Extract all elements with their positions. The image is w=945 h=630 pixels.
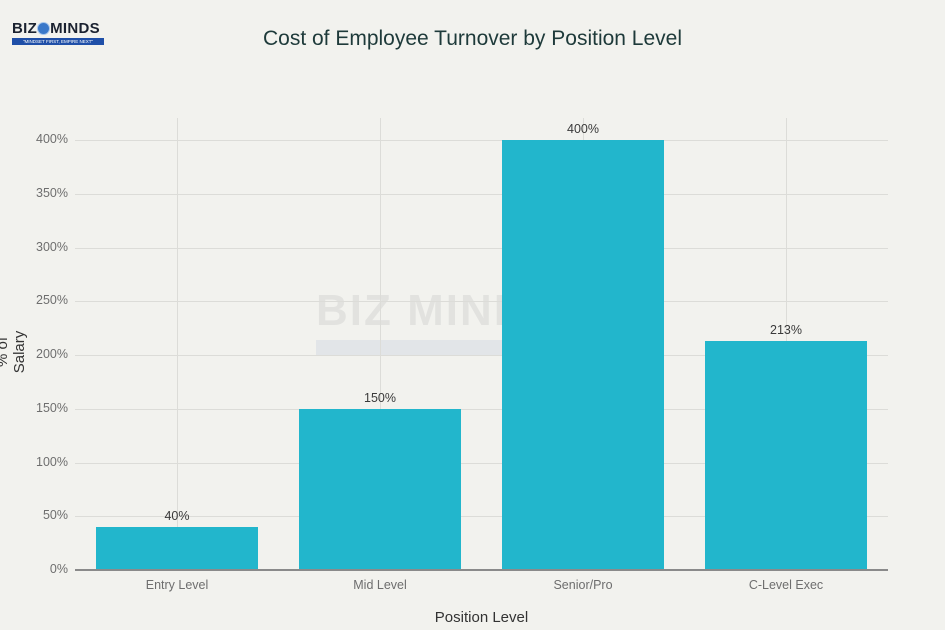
gridline-h bbox=[75, 516, 888, 518]
bar-value-label: 150% bbox=[364, 390, 396, 405]
gridline-h bbox=[75, 247, 888, 249]
y-tick-label: 0% bbox=[49, 562, 68, 576]
bar-entry-level bbox=[96, 527, 258, 570]
y-tick-label: 200% bbox=[36, 347, 68, 361]
x-tick-label: C-Level Exec bbox=[748, 578, 824, 592]
bizminds-logo: BIZ MINDS "MINDSET FIRST, EMPIRE NEXT" bbox=[12, 20, 104, 48]
gridline-h bbox=[75, 301, 888, 303]
gridline-h bbox=[75, 140, 888, 141]
y-tick-label: 300% bbox=[36, 239, 68, 254]
plot-area: 40% 150% 400% 213% bbox=[75, 118, 888, 571]
bar-value-label: 400% bbox=[567, 122, 599, 136]
gridline-v bbox=[177, 118, 178, 570]
bar-senior-pro bbox=[502, 140, 664, 570]
x-tick-label: Entry Level bbox=[145, 578, 209, 592]
bar-mid-level bbox=[299, 408, 461, 570]
x-axis-line bbox=[75, 569, 888, 571]
y-tick-label: 50% bbox=[42, 508, 68, 523]
logo-tagline: "MINDSET FIRST, EMPIRE NEXT" bbox=[12, 38, 104, 45]
y-tick-label: 250% bbox=[36, 293, 68, 308]
y-tick-label: 400% bbox=[36, 132, 68, 146]
bar-value-label: 213% bbox=[770, 323, 802, 338]
x-tick-label: Senior/Pro bbox=[553, 578, 613, 592]
bar-value-label: 40% bbox=[164, 509, 190, 523]
globe-icon bbox=[38, 23, 50, 34]
y-tick-label: 100% bbox=[36, 454, 68, 469]
gridline-h bbox=[75, 408, 888, 410]
bar-c-level-exec bbox=[705, 341, 867, 570]
x-axis-label: Position Level bbox=[434, 609, 529, 626]
x-tick-label: Mid Level bbox=[353, 578, 407, 592]
gridline-v bbox=[380, 118, 381, 570]
chart-title: Cost of Employee Turnover by Position Le… bbox=[262, 27, 683, 50]
gridline-h bbox=[75, 462, 888, 464]
gridline-h bbox=[75, 355, 888, 356]
y-tick-label: 350% bbox=[36, 185, 68, 200]
gridline-h bbox=[75, 193, 888, 195]
y-tick-label: 150% bbox=[36, 400, 68, 415]
logo-wordmark: BIZ MINDS bbox=[12, 20, 100, 37]
